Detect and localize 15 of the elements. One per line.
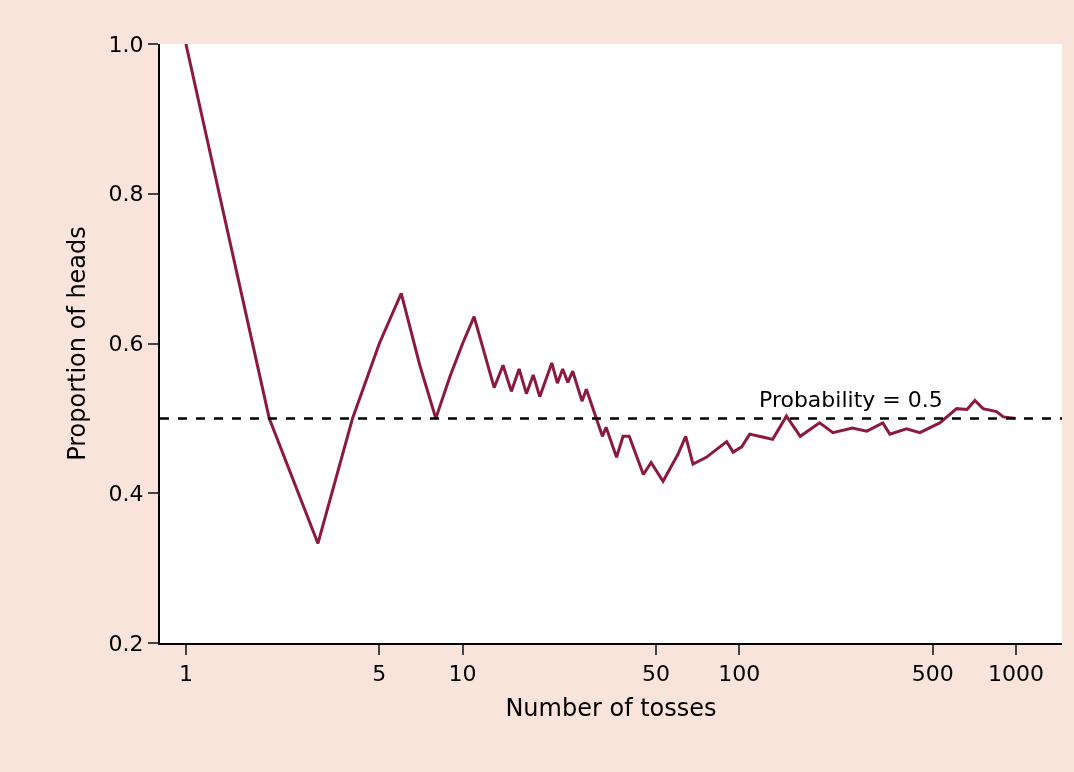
- x-tick-label: 1: [178, 661, 193, 687]
- y-tick-label: 0.8: [108, 181, 144, 207]
- y-tick-label: 0.2: [108, 630, 144, 656]
- x-tick-label: 50: [642, 661, 671, 687]
- ref-line-label: Probability = 0.5: [759, 387, 943, 412]
- x-tick-label: 5: [372, 661, 387, 687]
- x-axis-title: Number of tosses: [505, 694, 717, 723]
- y-tick-label: 0.6: [108, 331, 144, 357]
- x-tick-label: 10: [448, 661, 477, 687]
- y-tick-label: 0.4: [108, 480, 144, 506]
- y-axis-title: Proportion of heads: [63, 226, 92, 461]
- x-tick-label: 1000: [988, 661, 1045, 687]
- y-tick-label: 1.0: [108, 31, 144, 57]
- x-tick-label: 500: [911, 661, 954, 687]
- x-tick-label: 100: [718, 661, 761, 687]
